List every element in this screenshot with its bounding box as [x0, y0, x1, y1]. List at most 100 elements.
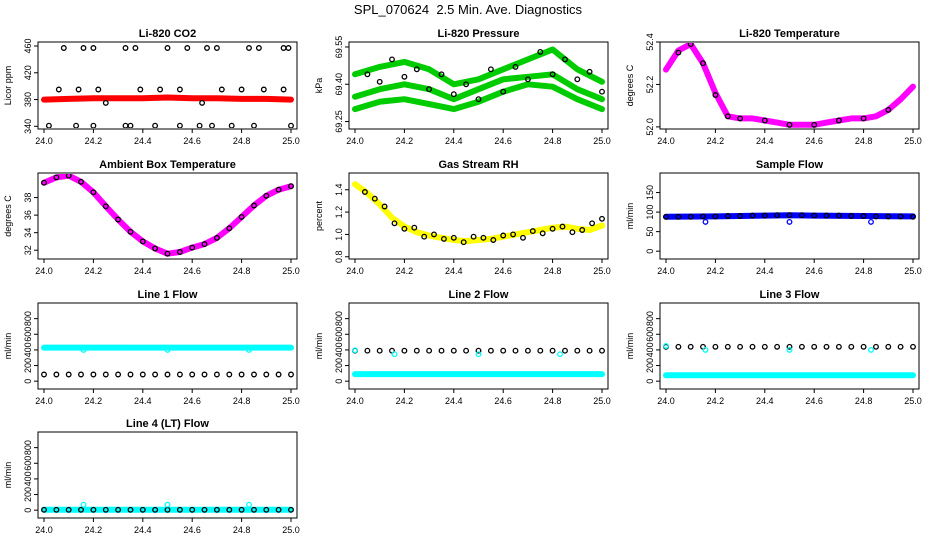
- data-point: [910, 343, 916, 350]
- data-point: [724, 343, 731, 350]
- data-point: [65, 506, 72, 513]
- data-point: [122, 122, 129, 128]
- x-tick-label: 24.8: [544, 266, 562, 276]
- data-point: [450, 91, 457, 98]
- data-point: [75, 86, 82, 93]
- data-point: [687, 343, 694, 350]
- data-point: [391, 351, 398, 358]
- y-axis-label: ml/min: [3, 462, 13, 489]
- data-point: [164, 45, 171, 51]
- data-point: [470, 233, 477, 240]
- y-tick-label: 36: [23, 210, 33, 220]
- x-tick-label: 24.2: [85, 396, 103, 406]
- data-point: [562, 56, 568, 63]
- data-point: [835, 343, 842, 350]
- y-tick-label: 50: [645, 227, 655, 237]
- data-point: [487, 347, 494, 354]
- data-point: [599, 215, 605, 222]
- data-point: [512, 347, 519, 354]
- data-point: [251, 122, 257, 128]
- x-tick-label: 24.2: [85, 136, 103, 146]
- data-point: [213, 371, 220, 378]
- data-point: [391, 220, 398, 227]
- y-tick-label: 600: [23, 327, 33, 342]
- data-point: [463, 347, 470, 354]
- data-point: [724, 213, 731, 219]
- data-point: [139, 506, 146, 513]
- data-point: [152, 245, 159, 252]
- data-point: [176, 249, 183, 255]
- x-tick-label: 25.0: [904, 396, 922, 406]
- x-tick-label: 24.6: [494, 266, 512, 276]
- data-point: [426, 86, 433, 93]
- series-group: [41, 501, 294, 513]
- x-tick-label: 24.6: [183, 525, 201, 535]
- data-point: [897, 213, 904, 220]
- x-tick-label: 24.0: [346, 136, 364, 146]
- plot-frame: [659, 41, 920, 130]
- x-tick-label: 25.0: [282, 396, 300, 406]
- data-point: [675, 213, 682, 220]
- data-point: [127, 122, 134, 128]
- x-tick-label: 24.2: [396, 136, 414, 146]
- data-point: [848, 343, 855, 350]
- series-band-upper: [352, 46, 605, 88]
- data-point: [80, 501, 87, 508]
- plot-frame: [37, 431, 298, 519]
- data-point: [176, 506, 183, 513]
- data-point: [860, 115, 867, 122]
- data-point: [189, 371, 196, 378]
- data-point: [275, 371, 282, 378]
- y-tick-label: 800: [334, 311, 344, 326]
- data-point: [41, 179, 47, 186]
- chart-title: Gas Stream RH: [438, 159, 518, 171]
- y-tick-label: 400: [334, 342, 344, 357]
- chart-co2: Li-820 CO2 Licor ppm 24.0 24.2 24.4 24.6 24.8 2…: [3, 28, 300, 146]
- data-point: [371, 195, 378, 202]
- chart-line2: Line 2 Flow ml/min 24.0 24.2 24.4 24.6 24.8 25.…: [314, 289, 611, 406]
- data-point: [238, 86, 245, 93]
- data-point: [164, 250, 171, 257]
- data-point: [811, 212, 818, 219]
- y-tick-label: 1.4: [334, 183, 344, 196]
- y-axis-label: ml/min: [314, 333, 324, 360]
- data-point: [700, 213, 706, 220]
- data-point: [45, 122, 52, 128]
- data-point: [401, 225, 408, 232]
- data-point: [152, 122, 159, 128]
- data-point: [152, 506, 159, 513]
- y-tick-label: 200: [23, 487, 33, 502]
- data-point: [411, 224, 418, 231]
- data-point: [288, 506, 294, 513]
- data-point: [761, 212, 768, 219]
- chart-rh: Gas Stream RH percent 24.0 24.2 24.4 24.6 24.8…: [314, 159, 611, 276]
- x-tick-label: 24.6: [805, 136, 823, 146]
- data-point: [90, 45, 97, 51]
- data-point: [139, 371, 146, 378]
- data-point: [798, 212, 805, 219]
- plot-frame: [659, 172, 920, 260]
- data-point: [288, 122, 294, 128]
- x-tick-label: 25.0: [282, 266, 300, 276]
- y-tick-label: 200: [334, 358, 344, 373]
- data-point: [559, 223, 566, 230]
- x-tick-label: 24.4: [445, 266, 463, 276]
- data-point: [65, 371, 72, 378]
- series-band-middle: [352, 71, 605, 103]
- data-point: [246, 501, 252, 508]
- data-point: [288, 183, 294, 190]
- data-point: [90, 371, 97, 378]
- y-tick-label: 1.0: [334, 228, 344, 241]
- data-point: [80, 346, 87, 353]
- data-point: [562, 347, 568, 354]
- data-point: [549, 347, 556, 354]
- x-tick-label: 24.2: [85, 525, 103, 535]
- data-point: [500, 232, 507, 239]
- y-tick-label: 400: [23, 342, 33, 357]
- data-point: [413, 347, 420, 354]
- data-point: [524, 76, 531, 83]
- y-tick-label: 460: [23, 38, 33, 53]
- data-point: [786, 343, 793, 350]
- data-point: [687, 43, 694, 48]
- y-tick-label: 0: [334, 379, 344, 384]
